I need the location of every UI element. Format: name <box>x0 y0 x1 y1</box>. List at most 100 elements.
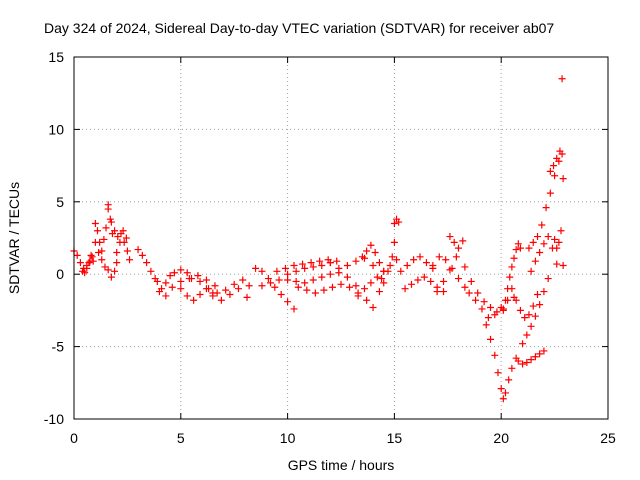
data-point <box>556 147 564 155</box>
data-point <box>512 246 520 254</box>
y-axis-label: SDTVAR / TECUs <box>6 182 22 294</box>
series-arc-13 <box>252 264 298 313</box>
data-point <box>290 262 298 270</box>
data-point <box>119 227 127 235</box>
x-tick-label: 25 <box>600 430 616 446</box>
data-point <box>442 256 450 264</box>
data-point <box>162 292 170 300</box>
data-point <box>258 282 266 290</box>
series-arc-05 <box>104 201 131 255</box>
data-point <box>307 259 315 267</box>
data-point <box>531 312 539 320</box>
data-point <box>147 267 155 275</box>
data-point <box>177 266 185 274</box>
data-point <box>367 279 375 287</box>
data-point <box>267 279 275 287</box>
series-arc-38 <box>551 227 567 270</box>
data-point <box>363 247 371 255</box>
data-point <box>375 288 383 296</box>
data-point <box>87 251 95 259</box>
data-point <box>487 304 495 312</box>
data-point <box>403 262 411 270</box>
data-point <box>155 288 163 296</box>
series-arc-31 <box>499 240 524 314</box>
data-point <box>508 285 516 293</box>
data-point <box>523 359 531 367</box>
data-point <box>211 282 219 290</box>
series-arc-32 <box>508 285 542 322</box>
data-point <box>414 276 422 284</box>
data-point <box>320 286 328 294</box>
series-arc-18 <box>326 254 386 283</box>
data-point <box>544 275 552 283</box>
data-point <box>177 285 185 293</box>
data-point <box>205 285 213 293</box>
data-point <box>558 75 566 83</box>
data-point <box>213 289 221 297</box>
data-point <box>559 175 567 183</box>
data-point <box>474 289 482 297</box>
data-point <box>162 279 170 287</box>
series-arc-27 <box>446 233 462 252</box>
data-points <box>70 75 567 403</box>
data-point <box>519 360 527 368</box>
data-point <box>440 288 448 296</box>
data-point <box>190 296 198 304</box>
data-point <box>540 347 548 355</box>
data-point <box>102 224 110 232</box>
data-point <box>326 259 334 267</box>
data-point <box>555 238 563 246</box>
data-point <box>499 306 507 314</box>
data-point <box>491 311 499 319</box>
data-point <box>73 251 81 259</box>
data-point <box>527 356 535 364</box>
series-arc-22 <box>390 215 403 228</box>
data-point <box>388 253 396 261</box>
data-point <box>531 353 539 361</box>
data-point <box>309 276 317 284</box>
data-point <box>523 331 531 339</box>
y-tick-label: 5 <box>56 194 64 210</box>
series-arc-15 <box>273 256 341 275</box>
y-tick-label: -5 <box>52 339 65 355</box>
data-point <box>550 162 558 170</box>
data-point <box>519 340 527 348</box>
series-arc-23 <box>397 253 437 275</box>
data-point <box>410 256 418 264</box>
y-tick-label: -10 <box>44 411 64 427</box>
data-point <box>461 263 469 271</box>
data-point <box>107 218 115 226</box>
data-point <box>113 248 121 256</box>
data-point <box>529 238 537 246</box>
data-point <box>354 292 362 300</box>
data-point <box>536 248 544 256</box>
data-point <box>546 189 554 197</box>
data-point <box>100 235 108 243</box>
data-point <box>465 289 473 297</box>
data-point <box>328 283 336 291</box>
data-point <box>352 282 360 290</box>
data-point <box>170 269 178 277</box>
data-point <box>107 273 115 281</box>
data-point <box>343 262 351 270</box>
data-point <box>258 267 266 275</box>
data-point <box>472 296 480 304</box>
data-point <box>542 204 550 212</box>
series-arc-10 <box>177 285 217 304</box>
data-point <box>516 244 524 252</box>
data-point <box>534 233 542 241</box>
data-point <box>390 220 398 228</box>
data-point <box>222 286 230 294</box>
data-point <box>395 218 403 226</box>
data-point <box>527 322 535 330</box>
data-point <box>153 277 161 285</box>
data-point <box>369 262 377 270</box>
data-point <box>343 273 351 281</box>
data-point <box>358 253 366 261</box>
series-arc-25 <box>429 253 469 291</box>
data-point <box>91 220 99 228</box>
data-point <box>196 277 204 285</box>
series-arc-08 <box>153 266 191 293</box>
data-point <box>546 167 554 175</box>
data-point <box>536 350 544 358</box>
